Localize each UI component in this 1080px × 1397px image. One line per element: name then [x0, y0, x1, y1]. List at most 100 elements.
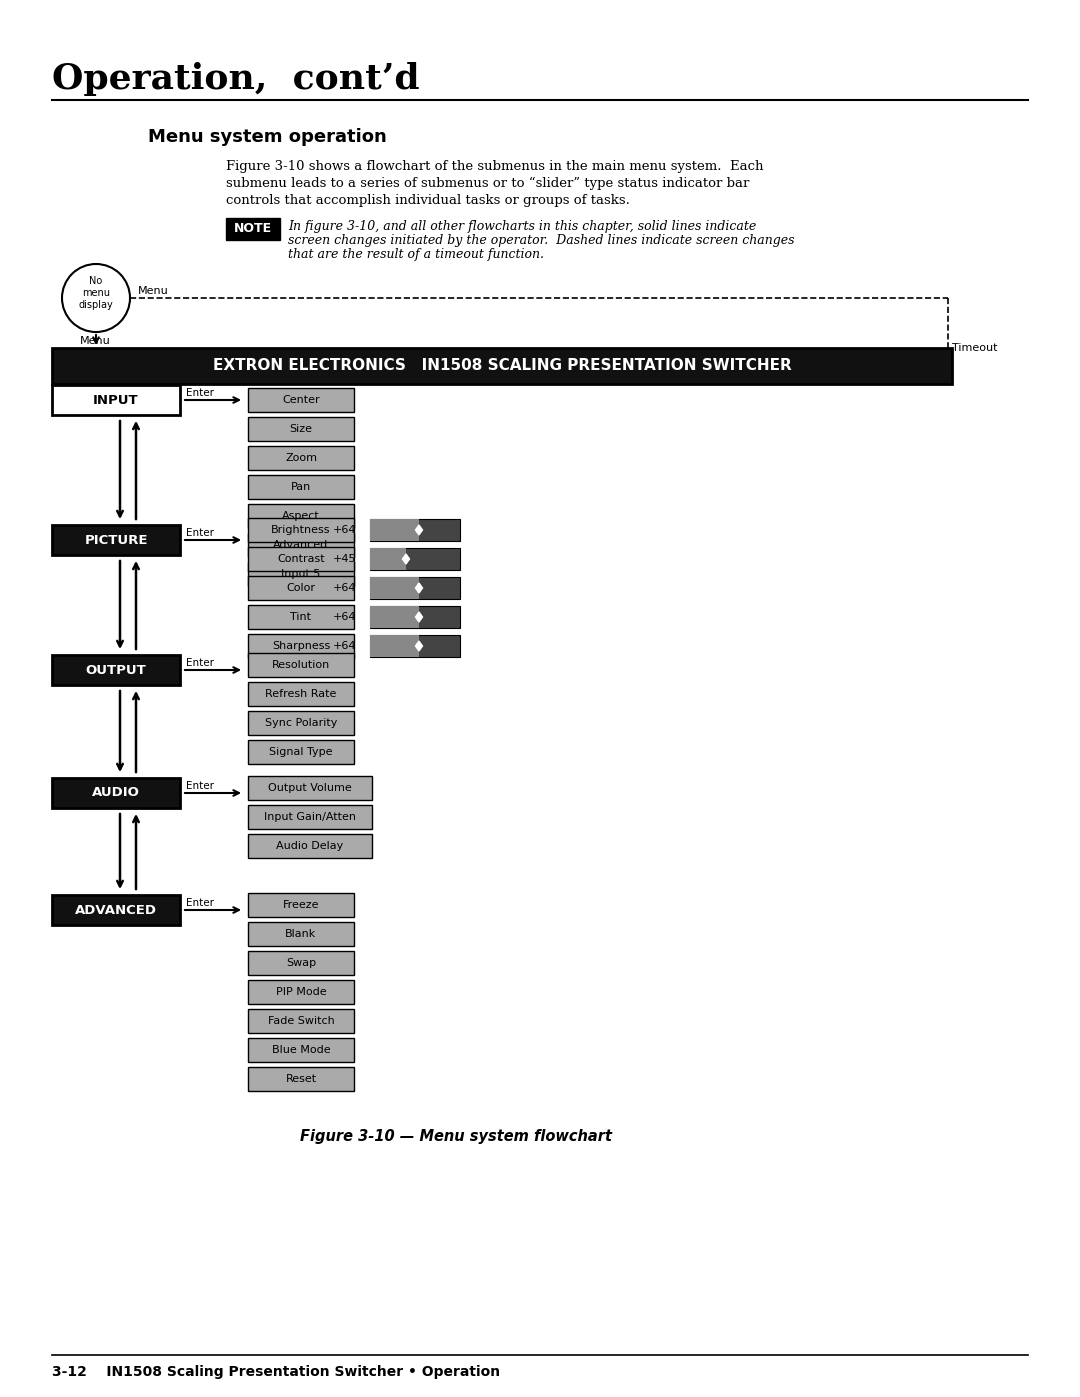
Bar [52, 525, 180, 555]
Bar [248, 1038, 354, 1062]
Text: INPUT: INPUT [93, 394, 139, 407]
Text: Aspect: Aspect [282, 511, 320, 521]
Text: Signal Type: Signal Type [269, 747, 333, 757]
Text: Brightness: Brightness [271, 525, 330, 535]
Bar [248, 576, 354, 599]
Bar [370, 606, 419, 629]
Bar [248, 893, 354, 916]
Text: Enter: Enter [186, 781, 214, 791]
Text: +64: +64 [333, 525, 356, 535]
Text: NOTE: NOTE [234, 222, 272, 236]
Bar [370, 520, 419, 541]
Bar [370, 548, 406, 570]
Bar [248, 834, 372, 858]
Text: Input Gain/Atten: Input Gain/Atten [264, 812, 356, 821]
Text: Sharpness: Sharpness [272, 641, 330, 651]
Bar [248, 951, 354, 975]
Bar [248, 981, 354, 1004]
Bar [248, 634, 354, 658]
Text: PIP Mode: PIP Mode [275, 988, 326, 997]
Text: Swap: Swap [286, 958, 316, 968]
Bar [52, 895, 180, 925]
Bar [370, 577, 419, 599]
Bar [248, 1067, 354, 1091]
Text: Resolution: Resolution [272, 659, 330, 671]
Polygon shape [416, 525, 422, 535]
Text: Output Volume: Output Volume [268, 782, 352, 793]
Text: controls that accomplish individual tasks or groups of tasks.: controls that accomplish individual task… [226, 194, 630, 207]
Text: No
menu
display: No menu display [79, 275, 113, 310]
Text: Freeze: Freeze [283, 900, 320, 909]
Text: Advanced: Advanced [273, 541, 328, 550]
Text: Operation,  cont’d: Operation, cont’d [52, 61, 420, 96]
Bar [248, 775, 372, 800]
Text: screen changes initiated by the operator.  Dashed lines indicate screen changes: screen changes initiated by the operator… [288, 235, 795, 247]
Text: that are the result of a timeout function.: that are the result of a timeout functio… [288, 249, 544, 261]
Text: Pan: Pan [291, 482, 311, 492]
Bar [370, 636, 419, 657]
Text: +45: +45 [333, 555, 356, 564]
Text: Menu: Menu [80, 337, 111, 346]
Text: Color: Color [286, 583, 315, 592]
Bar [248, 682, 354, 705]
Text: Enter: Enter [186, 528, 214, 538]
Bar [248, 805, 372, 828]
Bar [248, 605, 354, 629]
Text: OUTPUT: OUTPUT [85, 664, 147, 676]
Text: Figure 3-10 shows a flowchart of the submenus in the main menu system.  Each: Figure 3-10 shows a flowchart of the sub… [226, 161, 764, 173]
Text: Menu: Menu [138, 286, 168, 296]
Bar [370, 577, 460, 599]
Bar [248, 1009, 354, 1032]
Bar [370, 548, 460, 570]
Polygon shape [403, 555, 409, 564]
Text: 3-12    IN1508 Scaling Presentation Switcher • Operation: 3-12 IN1508 Scaling Presentation Switche… [52, 1365, 500, 1379]
Bar [248, 504, 354, 528]
Bar [248, 388, 354, 412]
Bar [52, 348, 951, 384]
Text: Zoom: Zoom [285, 453, 318, 462]
Text: Contrast: Contrast [278, 555, 325, 564]
Text: Enter: Enter [186, 388, 214, 398]
Bar [370, 636, 460, 657]
Text: Audio Delay: Audio Delay [276, 841, 343, 851]
Text: +64: +64 [333, 641, 356, 651]
Text: In figure 3-10, and all other flowcharts in this chapter, solid lines indicate: In figure 3-10, and all other flowcharts… [288, 219, 756, 233]
Bar [248, 548, 354, 571]
Bar [370, 606, 460, 629]
Text: Blue Mode: Blue Mode [272, 1045, 330, 1055]
Text: Reset: Reset [285, 1074, 316, 1084]
Text: +64: +64 [333, 612, 356, 622]
Bar [248, 652, 354, 678]
Polygon shape [416, 612, 422, 622]
Text: Fade Switch: Fade Switch [268, 1016, 335, 1025]
Text: submenu leads to a series of submenus or to “slider” type status indicator bar: submenu leads to a series of submenus or… [226, 177, 750, 190]
Text: Sync Polarity: Sync Polarity [265, 718, 337, 728]
Bar [248, 534, 354, 557]
Text: Enter: Enter [186, 898, 214, 908]
Text: Size: Size [289, 425, 312, 434]
Bar [248, 562, 354, 585]
Text: Center: Center [282, 395, 320, 405]
Text: Timeout: Timeout [951, 344, 998, 353]
Text: Tint: Tint [291, 612, 311, 622]
Bar [226, 218, 280, 240]
Bar [370, 520, 460, 541]
Bar [52, 778, 180, 807]
Text: Input 5: Input 5 [281, 569, 321, 578]
Bar [248, 475, 354, 499]
Text: Enter: Enter [186, 658, 214, 668]
Bar [248, 446, 354, 469]
Text: Blank: Blank [285, 929, 316, 939]
Bar [52, 386, 180, 415]
Text: Refresh Rate: Refresh Rate [266, 689, 337, 698]
Text: AUDIO: AUDIO [92, 787, 140, 799]
Bar [52, 655, 180, 685]
Bar [248, 711, 354, 735]
Bar [248, 518, 354, 542]
Text: Menu system operation: Menu system operation [148, 129, 387, 147]
Polygon shape [416, 583, 422, 592]
Bar [248, 740, 354, 764]
Text: Figure 3-10 — Menu system flowchart: Figure 3-10 — Menu system flowchart [300, 1129, 612, 1144]
Text: EXTRON ELECTRONICS   IN1508 SCALING PRESENTATION SWITCHER: EXTRON ELECTRONICS IN1508 SCALING PRESEN… [213, 359, 792, 373]
Text: ADVANCED: ADVANCED [75, 904, 157, 916]
